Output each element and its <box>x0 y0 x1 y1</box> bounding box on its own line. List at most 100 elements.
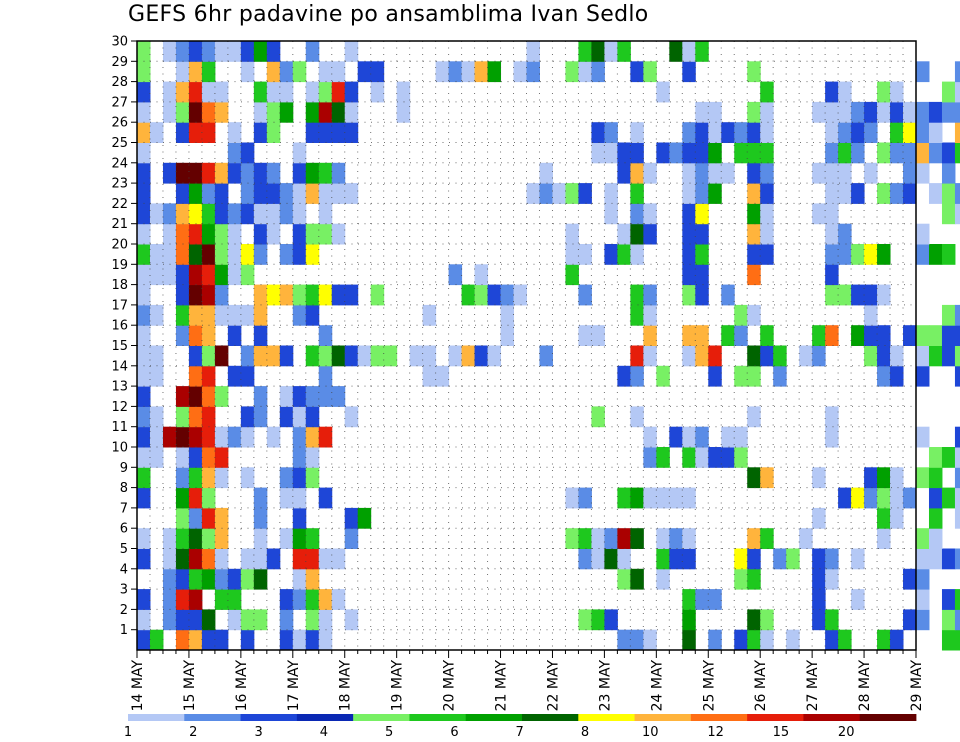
heatmap-cell <box>773 365 787 387</box>
heatmap-cell <box>890 183 904 204</box>
heatmap-cell <box>851 589 865 610</box>
legend-swatch <box>578 714 635 721</box>
legend-swatch <box>240 714 298 721</box>
heatmap-cell <box>422 345 437 367</box>
heatmap-cell <box>214 183 229 204</box>
heatmap-cell <box>617 244 631 265</box>
heatmap-cell <box>734 447 748 468</box>
heatmap-cell <box>877 507 891 529</box>
heatmap-cell <box>838 183 852 204</box>
heatmap-cell <box>201 183 216 204</box>
heatmap-cell <box>838 284 852 306</box>
heatmap-cell <box>227 568 242 590</box>
heatmap-cell <box>669 426 683 448</box>
heatmap-cell <box>188 365 203 387</box>
legend-swatch <box>634 714 692 721</box>
heatmap-cell <box>630 223 644 245</box>
y-tick-label: 3 <box>120 583 128 598</box>
heatmap-cell <box>954 487 960 509</box>
heatmap-cell <box>799 528 813 549</box>
heatmap-cell <box>954 345 960 367</box>
heatmap-cell <box>591 142 605 164</box>
heatmap-cell <box>409 345 424 367</box>
heatmap-cell <box>137 345 151 367</box>
heatmap-cell <box>331 61 346 83</box>
heatmap-cell <box>591 325 605 346</box>
heatmap-cell <box>604 244 618 265</box>
y-tick-label: 25 <box>111 136 128 151</box>
heatmap-cell <box>864 284 878 306</box>
heatmap-cell <box>266 203 281 225</box>
heatmap-cell <box>682 325 696 346</box>
heatmap-cell <box>630 142 644 164</box>
heatmap-cell <box>201 629 216 651</box>
heatmap-cell <box>565 61 579 83</box>
heatmap-cell <box>253 568 268 590</box>
heatmap-cell <box>760 101 774 123</box>
heatmap-cell <box>669 142 683 164</box>
heatmap-cell <box>227 365 242 387</box>
heatmap-cell <box>137 61 151 83</box>
heatmap-cell <box>227 41 242 62</box>
heatmap-cell <box>175 589 190 610</box>
heatmap-cell <box>370 284 385 306</box>
heatmap-cell <box>292 568 307 590</box>
heatmap-cell <box>916 122 930 143</box>
heatmap-cell <box>137 122 151 143</box>
heatmap-cell <box>954 325 960 346</box>
heatmap-cell <box>266 284 281 306</box>
heatmap-cell <box>214 41 229 62</box>
heatmap-cell <box>201 264 216 286</box>
heatmap-cell <box>305 528 320 549</box>
heatmap-cell <box>643 203 657 225</box>
heatmap-cell <box>812 609 826 631</box>
heatmap-cell <box>201 609 216 631</box>
heatmap-cell <box>747 467 761 489</box>
x-tick-label: 17 MAY <box>286 660 302 712</box>
heatmap-cell <box>890 142 904 164</box>
heatmap-cell <box>292 386 307 407</box>
heatmap-cell <box>266 345 281 367</box>
heatmap-cell <box>734 426 748 448</box>
heatmap-cell <box>318 61 333 83</box>
heatmap-cell <box>773 345 787 367</box>
heatmap-cell <box>137 41 151 62</box>
heatmap-cell <box>137 304 151 326</box>
heatmap-cell <box>916 223 930 245</box>
heatmap-cell <box>331 548 346 570</box>
heatmap-cell <box>890 101 904 123</box>
heatmap-cell <box>682 61 696 83</box>
y-tick-label: 8 <box>120 481 128 496</box>
heatmap-cell <box>682 487 696 509</box>
heatmap-cell <box>864 487 878 509</box>
heatmap-cell <box>565 264 579 286</box>
heatmap-cell <box>747 304 761 326</box>
heatmap-cell <box>630 244 644 265</box>
heatmap-cell <box>812 568 826 590</box>
heatmap-cell <box>617 487 631 509</box>
heatmap-cell <box>747 122 761 143</box>
heatmap-cell <box>201 61 216 83</box>
heatmap-cell <box>149 244 164 265</box>
heatmap-cell <box>318 183 333 204</box>
grid-layer <box>137 41 916 650</box>
y-tick-label: 11 <box>111 420 128 435</box>
heatmap-cell <box>747 244 761 265</box>
x-tick-label: 28 MAY <box>857 660 873 712</box>
heatmap-cell <box>734 629 748 651</box>
heatmap-cell <box>734 325 748 346</box>
heatmap-cell <box>643 345 657 367</box>
heatmap-cell <box>137 325 151 346</box>
legend-label: 1 <box>124 725 132 740</box>
heatmap-cell <box>877 81 891 103</box>
heatmap-cell <box>578 244 592 265</box>
heatmap-cell <box>617 162 631 184</box>
heatmap-cell <box>266 81 281 103</box>
heatmap-cell <box>305 162 320 184</box>
heatmap-cell <box>630 365 644 387</box>
heatmap-cell <box>954 101 960 123</box>
cells-layer <box>137 41 960 651</box>
legend-swatch <box>803 714 861 721</box>
y-tick-label: 20 <box>111 238 128 253</box>
heatmap-cell <box>137 609 151 631</box>
